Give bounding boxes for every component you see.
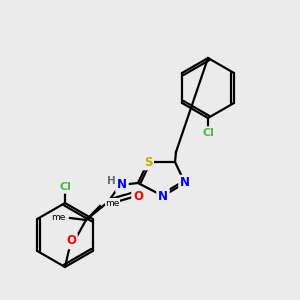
Text: me: me [51, 214, 65, 223]
Text: Cl: Cl [202, 128, 214, 138]
Text: N: N [158, 190, 168, 202]
Text: N: N [117, 178, 127, 191]
Text: S: S [144, 155, 152, 169]
Text: O: O [133, 190, 143, 202]
Text: N: N [180, 176, 190, 190]
Text: H: H [106, 176, 116, 186]
Text: me: me [105, 199, 119, 208]
Text: O: O [66, 235, 76, 248]
Text: Cl: Cl [59, 182, 71, 192]
